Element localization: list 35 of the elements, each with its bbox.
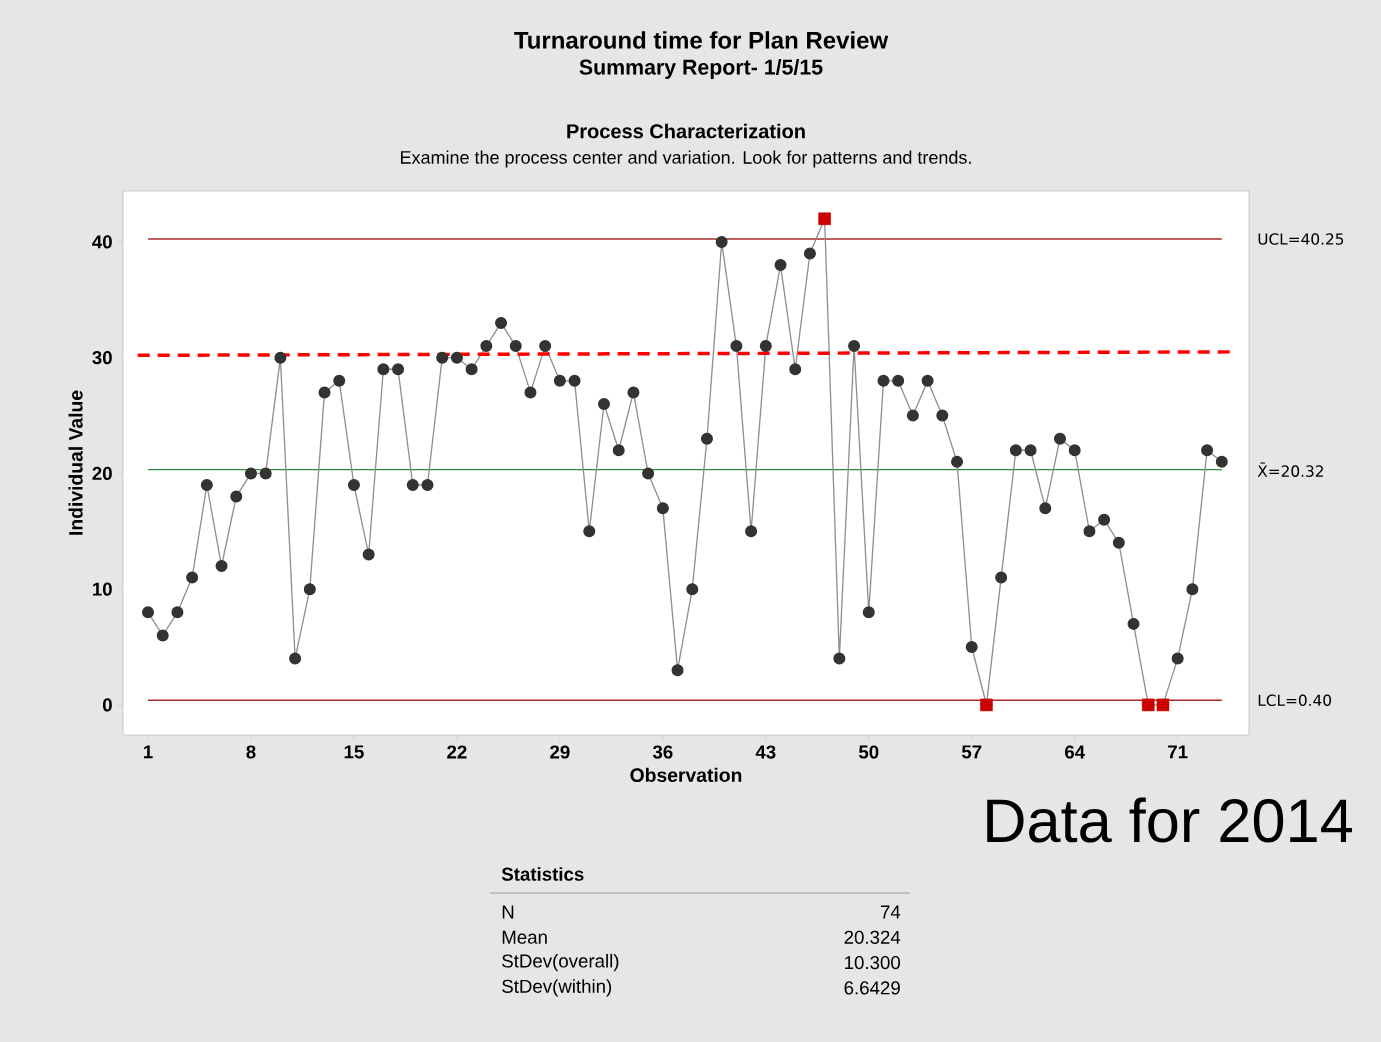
x-tick-label: 57 <box>961 745 982 759</box>
x-tick-label: 36 <box>652 745 673 759</box>
y-tick-label: 10 <box>93 582 112 596</box>
y-tick-label: 0 <box>102 698 112 712</box>
text: 10.300 <box>845 955 901 970</box>
text: StDev(within) <box>502 979 612 997</box>
text: 20.324 <box>844 930 901 944</box>
ref-line-label: X̄=20.32 <box>1257 462 1323 477</box>
x-axis-title: Observation <box>630 767 742 782</box>
x-tick-label: 15 <box>344 745 364 759</box>
text: StDev(overall) <box>502 953 619 972</box>
x-tick-label: 8 <box>246 745 256 759</box>
x-tick-label: 1 <box>143 745 153 759</box>
x-tick-label: 22 <box>447 745 467 759</box>
chart-title: Turnaround time for Plan Review <box>514 31 889 49</box>
text: 6.6429 <box>844 981 900 995</box>
text: Process Characterization <box>567 123 805 139</box>
text: N <box>502 905 514 919</box>
x-tick-label: 71 <box>1168 745 1188 759</box>
text: Mean <box>502 930 547 944</box>
x-tick-label: 29 <box>550 745 570 759</box>
ref-line-label: LCL=0.40 <box>1258 694 1332 707</box>
text: 74 <box>880 905 901 919</box>
x-tick-label: 50 <box>858 745 879 759</box>
text: Statistics <box>501 867 584 881</box>
x-tick-label: 43 <box>755 745 776 759</box>
y-tick-label: 30 <box>92 351 112 365</box>
text: Examine the process center and variation. Look for patterns and trends. <box>400 150 971 168</box>
chart-subtitle: Summary Report- 1/5/15 <box>579 59 823 79</box>
y-axis-title: Individual Value <box>68 390 83 535</box>
ref-line-label: UCL=40.25 <box>1258 233 1344 245</box>
y-tick-label: 40 <box>92 235 112 249</box>
x-tick-label: 64 <box>1065 745 1085 759</box>
text: Data for 2014 <box>987 797 1352 843</box>
y-tick-label: 20 <box>92 466 112 481</box>
